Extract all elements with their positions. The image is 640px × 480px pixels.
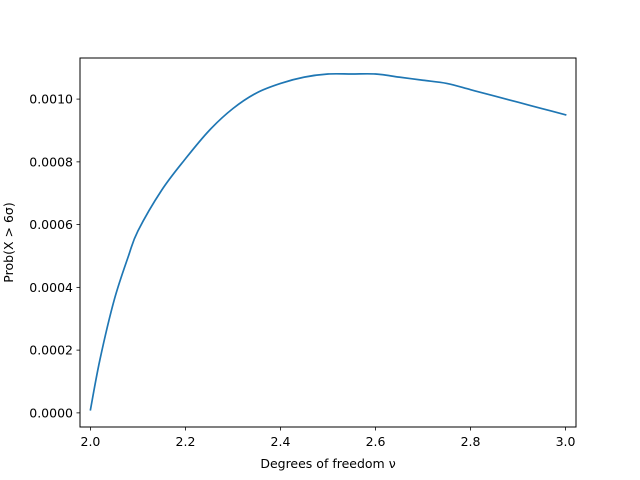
x-tick-label: 2.2 <box>176 434 196 449</box>
x-tick-label: 2.0 <box>81 434 101 449</box>
y-tick-label: 0.0008 <box>29 154 73 169</box>
x-tick-label: 2.4 <box>271 434 291 449</box>
x-axis-label: Degrees of freedom ν <box>260 456 395 471</box>
x-axis-ticks: 2.0 2.2 2.4 2.6 2.8 3.0 <box>81 427 576 449</box>
y-axis-ticks: 0.0000 0.0002 0.0004 0.0006 0.0008 0.0010 <box>29 92 80 420</box>
x-tick-label: 2.8 <box>461 434 481 449</box>
y-tick-label: 0.0002 <box>29 343 73 358</box>
y-tick-label: 0.0004 <box>29 280 73 295</box>
plot-area <box>89 72 567 411</box>
y-tick-label: 0.0010 <box>29 92 73 107</box>
x-tick-label: 2.6 <box>366 434 386 449</box>
series-line <box>89 72 567 411</box>
axes-frame <box>79 57 577 428</box>
y-axis-label: Prob(X > 6σ) <box>1 202 16 282</box>
y-tick-label: 0.0000 <box>29 405 73 420</box>
x-tick-label: 3.0 <box>556 434 576 449</box>
y-tick-label: 0.0006 <box>29 217 73 232</box>
